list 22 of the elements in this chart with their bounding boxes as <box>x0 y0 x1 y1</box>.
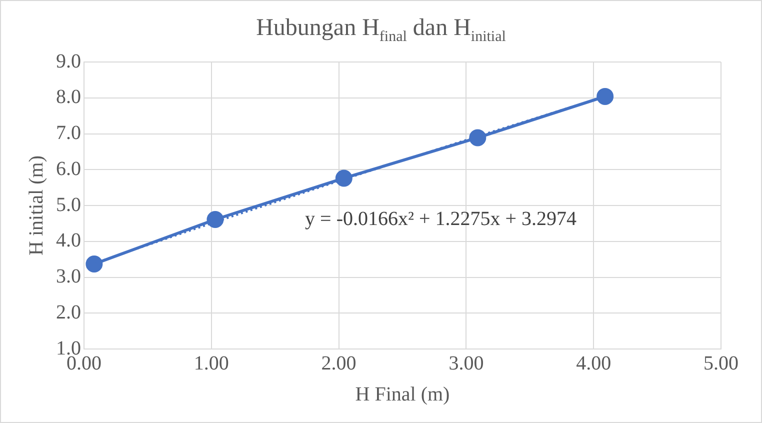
x-tick-label: 1.00 <box>194 352 229 374</box>
x-tick-label: 5.00 <box>704 352 738 374</box>
y-axis-title: H initial (m) <box>25 156 48 256</box>
y-tick-label: 8.0 <box>56 86 81 108</box>
point <box>86 255 103 272</box>
y-tick-label: 5.0 <box>56 194 81 216</box>
y-tick-label: 7.0 <box>56 122 81 144</box>
y-tick-label: 6.0 <box>56 158 81 180</box>
point <box>596 88 614 105</box>
point <box>206 210 224 228</box>
y-tick-label: 4.0 <box>56 230 81 252</box>
point <box>469 129 486 146</box>
point <box>335 170 352 187</box>
x-tick-label: 3.00 <box>448 352 484 374</box>
y-tick-label: 3.0 <box>56 266 81 288</box>
x-tick-label: 4.00 <box>576 352 612 374</box>
x-axis-title: H Final (m) <box>355 383 450 406</box>
y-tick-label: 9.0 <box>56 50 81 72</box>
annotation: y = -0.0166x² + 1.2275x + 3.2974 <box>305 208 577 230</box>
chart-title: Hubungan H$_{final}$ dan H$_{initial}$ <box>255 15 507 46</box>
y-tick-label: 2.0 <box>56 301 81 324</box>
x-tick-label: 2.00 <box>321 352 356 374</box>
